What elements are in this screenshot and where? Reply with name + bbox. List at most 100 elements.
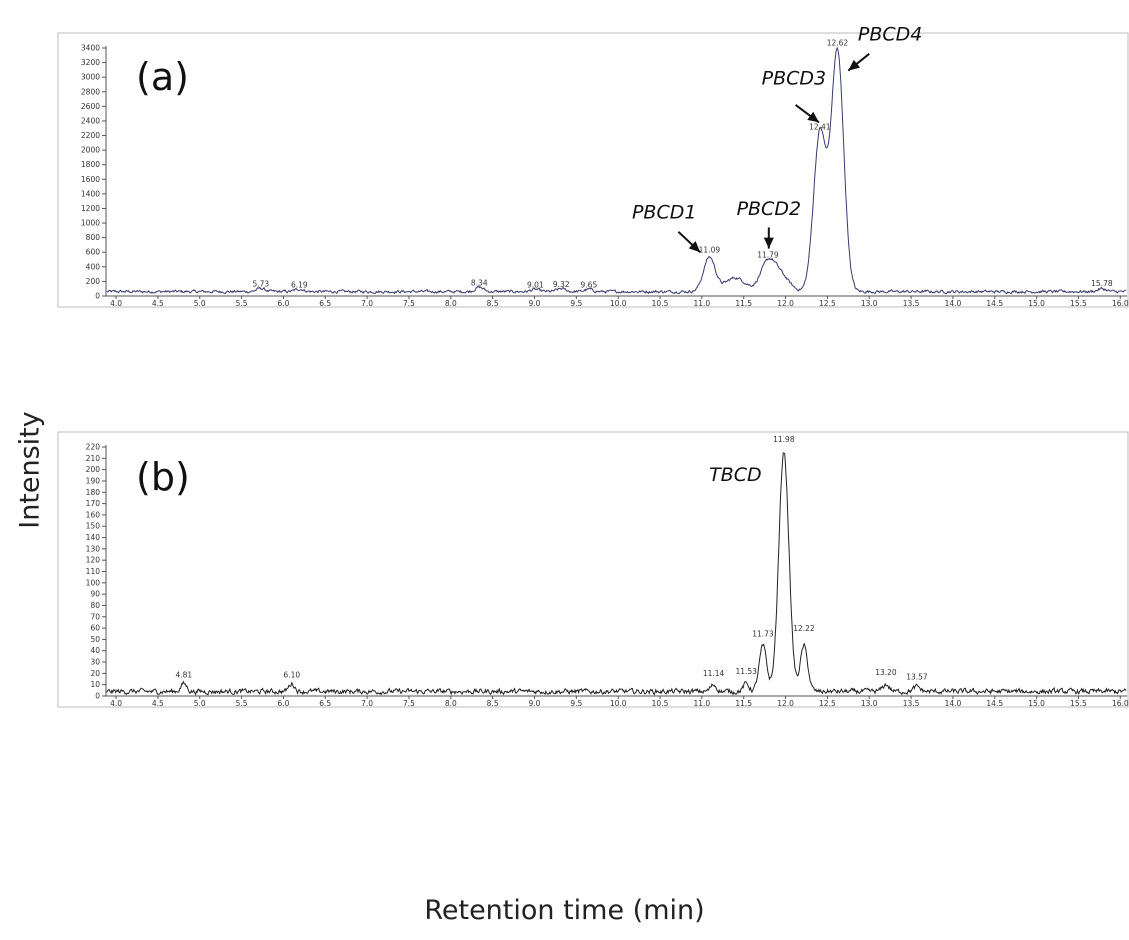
- panel-a-peak-label: 8.34: [471, 278, 488, 287]
- panel-b-y-tick-label: 50: [90, 635, 100, 644]
- panel-a-x-tick-label: 10.5: [652, 299, 669, 308]
- panel-b-x-tick-label: 5.5: [236, 699, 248, 708]
- panel-b-x-tick-label: 8.5: [487, 699, 499, 708]
- panel-a-x-tick-label: 13.0: [861, 299, 878, 308]
- panel-a-x-tick-label: 9.0: [529, 299, 541, 308]
- panel-b-label: (b): [136, 455, 190, 499]
- panel-b-y-tick-label: 210: [86, 454, 101, 463]
- panel-b-y-tick-label: 20: [90, 669, 100, 678]
- panel-a-peak-label: 9.01: [527, 281, 544, 290]
- panel-b-x-tick-label: 9.0: [529, 699, 541, 708]
- panel-a-x-tick-label: 5.0: [194, 299, 206, 308]
- panel-a-y-tick-label: 2800: [81, 87, 100, 96]
- panel-b-x-tick-label: 4.5: [152, 699, 164, 708]
- panel-b-y-tick-label: 80: [90, 601, 100, 610]
- panel-a-x-tick-label: 9.5: [570, 299, 582, 308]
- panel-b-peak-label: 4.81: [175, 670, 192, 679]
- panel-b-x-tick-label: 15.0: [1028, 699, 1045, 708]
- panel-a-x-tick-label: 4.5: [152, 299, 164, 308]
- panel-a-x-tick-label: 15.0: [1028, 299, 1045, 308]
- panel-b-compound-label: TBCD: [709, 464, 762, 486]
- panel-b-y-tick-label: 190: [86, 476, 101, 485]
- panel-b-y-tick-label: 140: [86, 533, 101, 542]
- panel-b-trace-line: [106, 452, 1127, 696]
- panel-a-peak-label: 12.41: [809, 122, 831, 131]
- panel-a-y-tick-label: 0: [95, 292, 100, 301]
- panel-a-y-tick-label: 800: [86, 233, 101, 242]
- panel-a-x-tick-label: 14.5: [986, 299, 1003, 308]
- panel-a-y-tick-label: 2000: [81, 146, 100, 155]
- panel-a-peak-label: 15.78: [1091, 279, 1113, 288]
- panel-b-x-tick-label: 8.0: [445, 699, 457, 708]
- panel-a-x-tick-label: 8.0: [445, 299, 457, 308]
- panel-b-peak-label: 13.57: [906, 673, 928, 682]
- panel-a-frame: [57, 32, 1129, 308]
- panel-a-x-tick-label: 6.5: [319, 299, 331, 308]
- panel-a-x-tick-label: 16.0: [1112, 299, 1129, 308]
- panel-a-y-tick-label: 600: [86, 248, 101, 257]
- panel-b-y-tick-label: 130: [86, 544, 101, 553]
- panel-b-x-tick-label: 14.5: [986, 699, 1003, 708]
- panel-b-x-tick-label: 12.0: [777, 699, 794, 708]
- panel-a-y-tick-label: 2600: [81, 102, 100, 111]
- panel-b-y-tick-label: 90: [90, 590, 100, 599]
- panel-a-y-tick-label: 1400: [81, 189, 100, 198]
- panel-b-x-tick-label: 7.0: [361, 699, 373, 708]
- panel-b-x-tick-label: 4.0: [110, 699, 122, 708]
- panel-b-y-tick-label: 170: [86, 499, 101, 508]
- panel-a-peak-label: 9.32: [553, 280, 570, 289]
- panel-b-y-tick-label: 200: [86, 465, 101, 474]
- panel-a-arrow-head: [688, 241, 701, 253]
- panel-a-y-tick-label: 1600: [81, 175, 100, 184]
- panel-b-peak-label: 12.22: [793, 624, 815, 633]
- panel-a-y-tick-label: 3000: [81, 73, 100, 82]
- panel-b-peak-label: 6.10: [283, 670, 300, 679]
- panel-b-y-tick-label: 150: [86, 522, 101, 531]
- panel-a-x-tick-label: 8.5: [487, 299, 499, 308]
- panel-a-peak-label: 11.79: [757, 251, 779, 260]
- panel-a-x-tick-label: 12.5: [819, 299, 836, 308]
- panel-a-compound-label: PBCD4: [858, 24, 922, 46]
- panel-b-peak-label: 11.73: [752, 630, 774, 639]
- panel-b-y-tick-label: 10: [90, 680, 100, 689]
- panel-a-y-tick-label: 3400: [81, 44, 100, 53]
- panel-a-x-tick-label: 4.0: [110, 299, 122, 308]
- panel-b-y-tick-label: 160: [86, 510, 101, 519]
- panel-b-x-tick-label: 10.5: [652, 699, 669, 708]
- panel-b-x-tick-label: 13.5: [903, 699, 920, 708]
- panel-b-peak-label: 11.14: [703, 669, 725, 678]
- panel-a-trace-line: [106, 46, 1127, 295]
- panel-b-y-tick-label: 70: [90, 612, 100, 621]
- panel-b-x-tick-label: 14.0: [945, 699, 962, 708]
- panel-b-x-tick-label: 11.0: [694, 699, 711, 708]
- panel-a-peak-label: 11.09: [699, 246, 721, 255]
- panel-a-y-tick-label: 2400: [81, 116, 100, 125]
- panel-a-peak-label: 6.19: [291, 280, 308, 289]
- x-axis-label: Retention time (min): [424, 895, 705, 926]
- panel-b-x-tick-label: 11.5: [735, 699, 752, 708]
- panel-a-x-tick-label: 11.0: [694, 299, 711, 308]
- panel-b-frame: [57, 431, 1129, 708]
- panel-a-x-tick-label: 6.0: [277, 299, 289, 308]
- panel-a-peak-label: 5.73: [252, 280, 269, 289]
- panel-a-y-tick-label: 2200: [81, 131, 100, 140]
- panel-b-x-tick-label: 9.5: [570, 699, 582, 708]
- panel-a-x-tick-label: 11.5: [735, 299, 752, 308]
- panel-b-y-tick-label: 110: [86, 567, 101, 576]
- panel-b-x-tick-label: 5.0: [194, 699, 206, 708]
- panel-a-label: (a): [136, 55, 189, 99]
- panel-b-x-tick-label: 7.5: [403, 699, 415, 708]
- panel-a-y-tick-label: 400: [86, 262, 101, 271]
- panel-a-y-tick-label: 1200: [81, 204, 100, 213]
- panel-a-peak-label: 9.65: [581, 281, 598, 290]
- panel-b-y-tick-label: 180: [86, 488, 101, 497]
- panel-b-x-tick-label: 12.5: [819, 699, 836, 708]
- panel-b-x-tick-label: 6.5: [319, 699, 331, 708]
- panel-a-x-tick-label: 10.0: [610, 299, 627, 308]
- panel-b-y-tick-label: 40: [90, 646, 100, 655]
- panel-a-x-tick-label: 14.0: [945, 299, 962, 308]
- panel-a-arrow-head: [763, 237, 774, 249]
- panel-a-y-tick-label: 1000: [81, 219, 100, 228]
- panel-b-y-tick-label: 120: [86, 556, 101, 565]
